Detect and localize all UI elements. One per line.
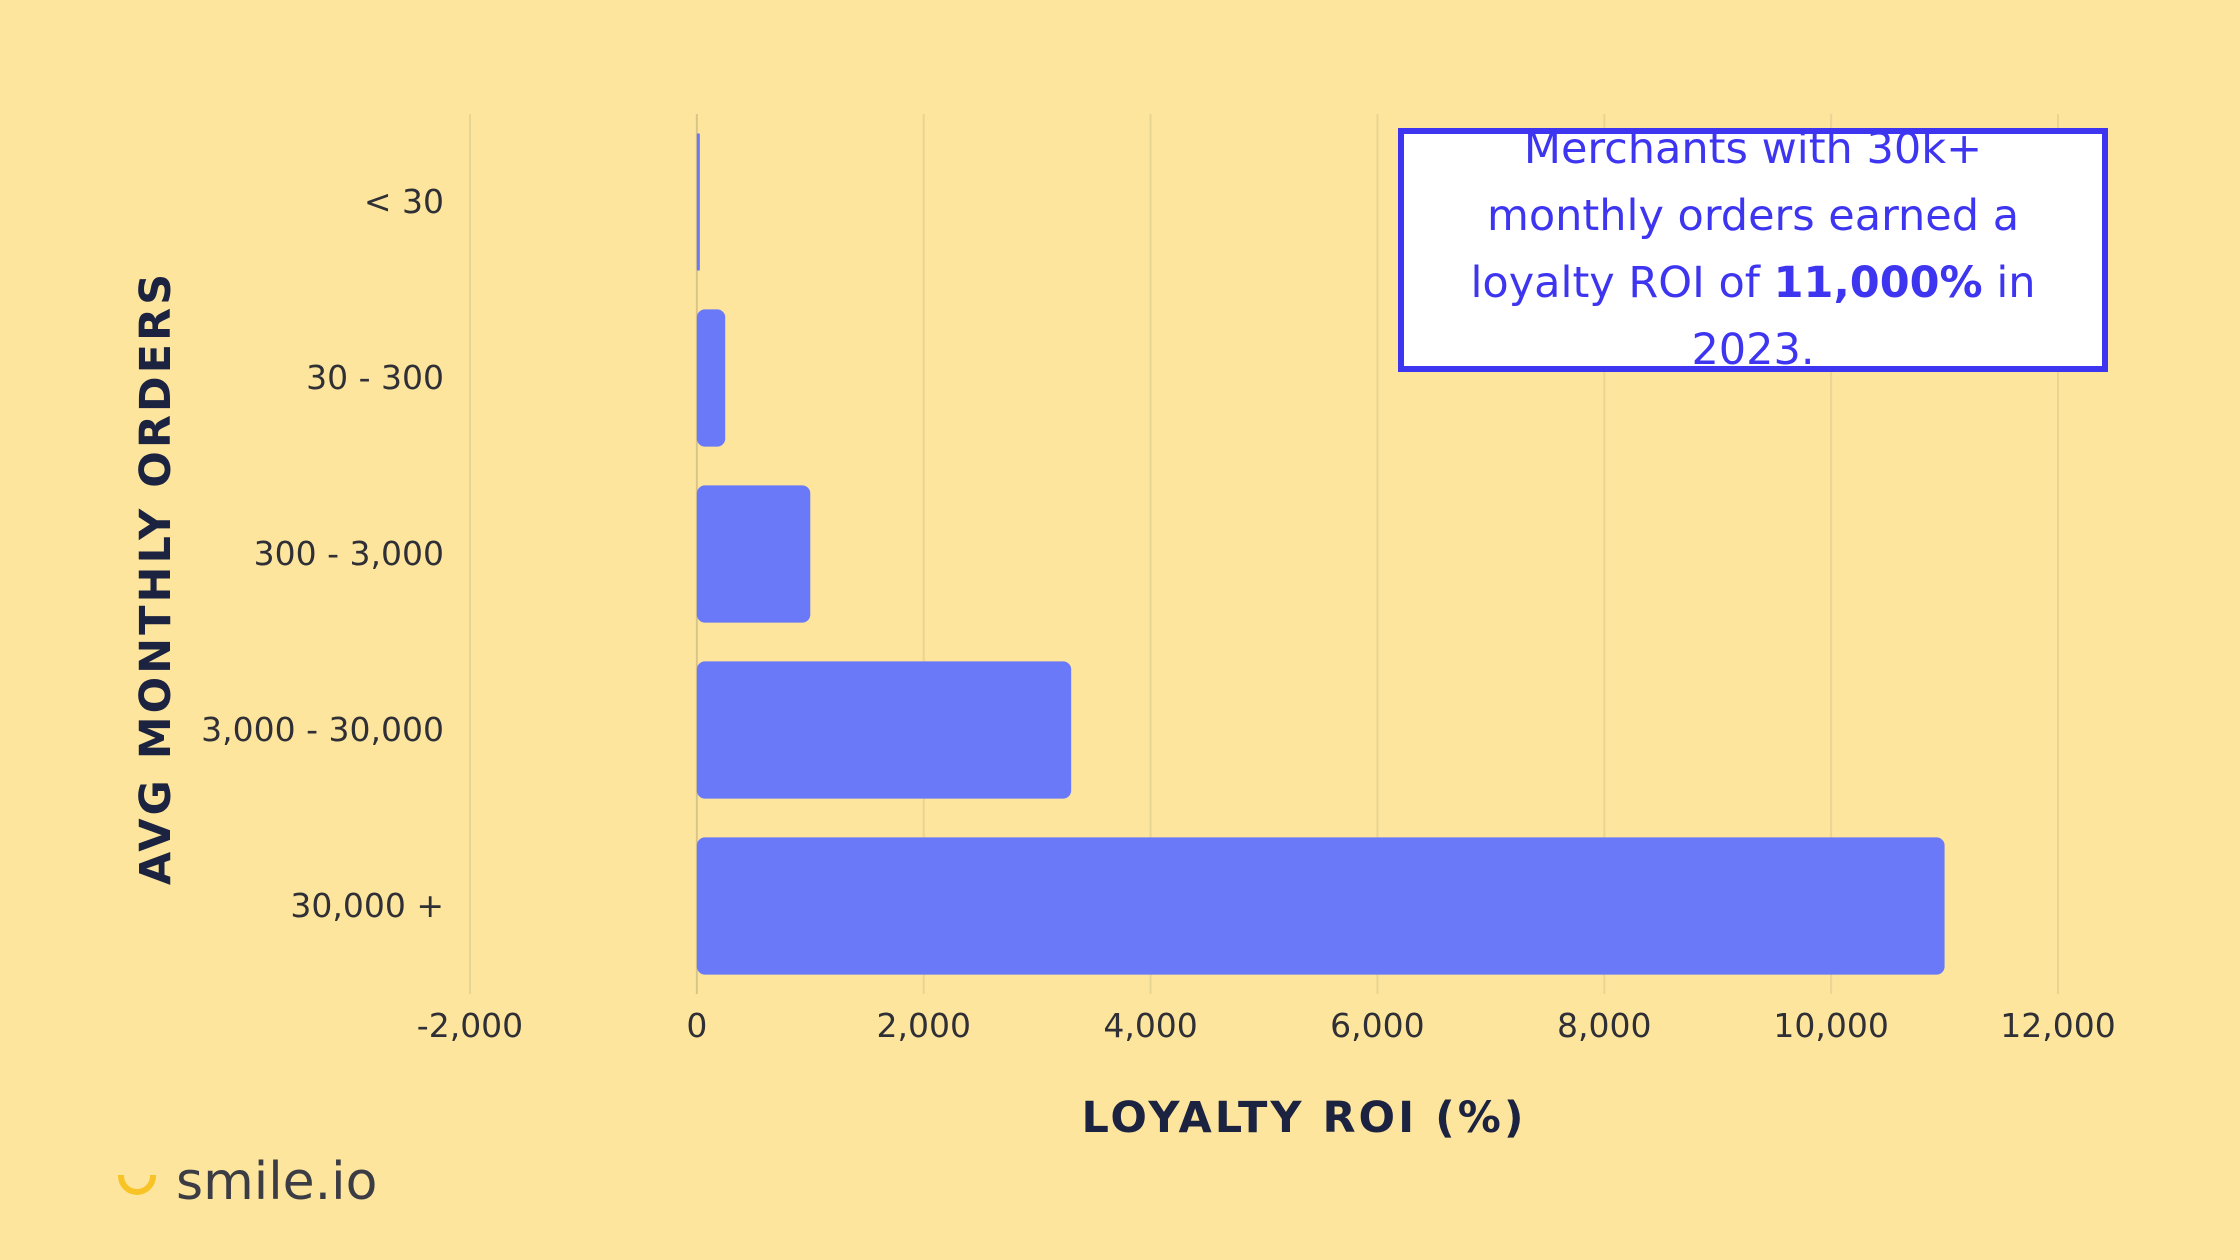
brand-logo: smile.io bbox=[118, 1152, 377, 1212]
callout-line-3-pre: loyalty ROI of bbox=[1470, 258, 1774, 308]
bar-1 bbox=[696, 309, 726, 447]
bars bbox=[696, 133, 1945, 975]
y-tick-labels: < 30 30 - 300 300 - 3,000 3,000 - 30,000 30,… bbox=[201, 182, 444, 925]
bar-0 bbox=[696, 133, 700, 271]
x-tick-label-1: 0 bbox=[686, 1006, 707, 1045]
x-tick-label-5: 8,000 bbox=[1557, 1006, 1651, 1045]
brand-name: smile.io bbox=[176, 1152, 378, 1212]
callout-box: Merchants with 30k+ monthly orders earne… bbox=[1398, 124, 2108, 375]
x-tick-label-7: 12,000 bbox=[2000, 1006, 2115, 1045]
y-tick-label-1: 30 - 300 bbox=[306, 358, 444, 397]
callout-line-1: Merchants with 30k+ bbox=[1523, 124, 1983, 174]
bar-3 bbox=[696, 661, 1072, 799]
callout-line-3-post: in 2023. bbox=[1691, 258, 2036, 375]
x-axis-title: LOYALTY ROI (%) bbox=[1082, 1093, 1527, 1143]
x-tick-label-2: 2,000 bbox=[876, 1006, 970, 1045]
callout-highlight: 11,000% bbox=[1773, 258, 1983, 308]
x-tick-label-6: 10,000 bbox=[1773, 1006, 1888, 1045]
y-axis-title: AVG MONTHLY ORDERS bbox=[131, 271, 181, 885]
x-tick-label-0: -2,000 bbox=[417, 1006, 523, 1045]
y-tick-label-2: 300 - 3,000 bbox=[254, 534, 444, 573]
y-tick-label-4: 30,000 + bbox=[290, 886, 444, 925]
callout-text: Merchants with 30k+ monthly orders earne… bbox=[1412, 116, 2094, 384]
bar-2 bbox=[696, 485, 811, 623]
callout-line-2: monthly orders earned a bbox=[1486, 191, 2020, 241]
smile-icon bbox=[118, 1175, 156, 1195]
y-tick-label-0: < 30 bbox=[364, 182, 444, 221]
y-tick-label-3: 3,000 - 30,000 bbox=[201, 710, 444, 749]
x-tick-labels: -2,000 0 2,000 4,000 6,000 8,000 10,000 12,000 bbox=[417, 1006, 2116, 1045]
bar-4 bbox=[696, 837, 1945, 975]
x-tick-label-4: 6,000 bbox=[1330, 1006, 1424, 1045]
x-tick-label-3: 4,000 bbox=[1103, 1006, 1197, 1045]
